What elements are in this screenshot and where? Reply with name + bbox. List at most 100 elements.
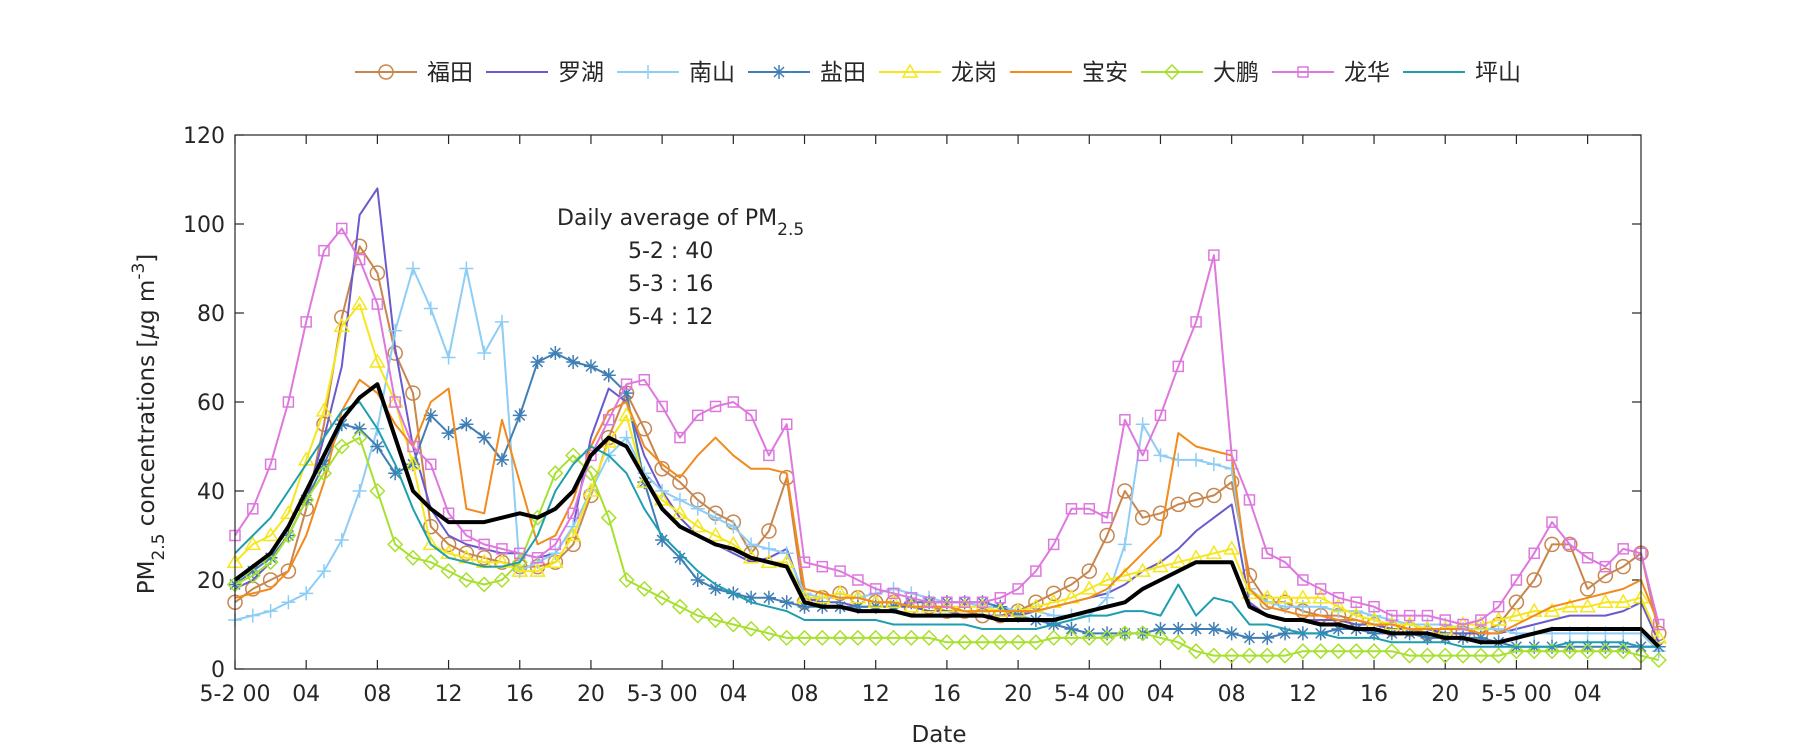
x-tick-label: 20	[1004, 682, 1032, 707]
data-point	[423, 518, 439, 535]
data-point	[1100, 626, 1115, 641]
data-point	[923, 596, 935, 608]
data-point	[316, 416, 332, 432]
data-point	[1564, 538, 1576, 551]
data-point	[1205, 544, 1223, 560]
data-point	[672, 550, 687, 565]
data-point	[602, 414, 615, 426]
data-point	[459, 417, 474, 432]
data-point	[761, 523, 777, 539]
data-point	[744, 537, 759, 552]
data-point	[1294, 643, 1311, 660]
data-point	[689, 518, 707, 533]
data-point	[1205, 647, 1222, 664]
y-tick-label: 60	[197, 391, 225, 416]
data-point	[316, 564, 331, 579]
data-point	[976, 596, 989, 608]
data-point	[1297, 574, 1309, 586]
data-point	[369, 353, 386, 368]
x-tick-label: 5-4 00	[1054, 682, 1125, 707]
data-point	[1508, 643, 1525, 660]
data-point	[816, 560, 829, 573]
annotation-line-3: 5-4 : 12	[628, 305, 713, 330]
data-point	[315, 465, 333, 482]
data-point	[1081, 629, 1098, 646]
data-point	[1170, 496, 1187, 513]
x-tick-label: 16	[1360, 682, 1388, 707]
data-point	[1490, 647, 1507, 664]
data-point	[672, 492, 687, 507]
data-point	[583, 359, 598, 374]
data-point	[389, 396, 401, 408]
data-point	[531, 552, 544, 564]
data-point	[1099, 527, 1115, 544]
data-point	[1421, 609, 1434, 622]
data-point	[262, 527, 279, 542]
data-point	[282, 396, 295, 408]
data-point	[547, 553, 564, 568]
data-point	[779, 595, 794, 610]
data-point	[1526, 572, 1542, 588]
data-point	[1276, 589, 1294, 604]
data-point	[850, 599, 865, 614]
data-point	[1546, 516, 1558, 528]
data-point	[1403, 609, 1416, 622]
data-point	[1189, 452, 1204, 467]
data-point	[1010, 634, 1027, 651]
data-point	[885, 593, 902, 608]
data-point	[1617, 543, 1629, 555]
series-line	[234, 401, 1659, 648]
data-point	[641, 65, 655, 79]
data-point	[780, 418, 793, 430]
data-point	[1190, 316, 1202, 328]
data-point	[1135, 417, 1150, 432]
data-point	[1134, 509, 1151, 526]
data-point	[1223, 647, 1240, 664]
data-point	[458, 545, 475, 562]
legend-item: 福田	[355, 60, 473, 86]
data-point	[1154, 409, 1167, 422]
data-point	[1579, 581, 1596, 597]
y-tick-label: 20	[197, 569, 225, 594]
x-tick-label: 08	[363, 682, 391, 707]
annotation-line-1: 5-2 : 40	[628, 239, 713, 264]
data-point	[619, 430, 634, 445]
data-point	[814, 629, 831, 646]
data-point	[1420, 630, 1435, 645]
data-point	[1223, 540, 1240, 555]
legend-item: 南山	[617, 60, 735, 86]
data-point	[1528, 547, 1540, 560]
data-point	[1012, 583, 1024, 595]
x-tick-label: 12	[435, 682, 463, 707]
daily-average-annotation: Daily average of PM2.5 5-2 : 40 5-3 : 16…	[557, 206, 804, 330]
data-point	[760, 625, 777, 642]
data-point	[1099, 629, 1116, 646]
data-point	[1163, 63, 1181, 81]
data-point	[407, 440, 419, 453]
data-point	[1045, 629, 1062, 646]
data-point	[333, 438, 350, 455]
x-tick-label: 16	[506, 682, 534, 707]
data-point	[743, 620, 760, 638]
data-point	[1454, 647, 1472, 664]
data-point	[1242, 630, 1257, 645]
data-point	[1615, 643, 1632, 660]
data-point	[938, 634, 955, 651]
data-point	[459, 261, 474, 276]
data-point	[352, 421, 367, 436]
data-point	[1330, 598, 1347, 613]
data-point	[1170, 634, 1187, 651]
data-point	[994, 592, 1007, 604]
legend-item: 坪山	[1403, 60, 1521, 86]
data-point	[1188, 643, 1205, 660]
data-point	[245, 564, 260, 579]
data-point	[299, 586, 314, 601]
series-line	[234, 187, 1660, 643]
data-point	[1241, 647, 1258, 664]
data-point	[582, 482, 600, 497]
data-point	[460, 529, 473, 542]
legend-item: 龙华	[1272, 60, 1390, 86]
data-point	[404, 549, 422, 566]
data-point	[1101, 511, 1113, 524]
series-0	[227, 238, 1667, 642]
